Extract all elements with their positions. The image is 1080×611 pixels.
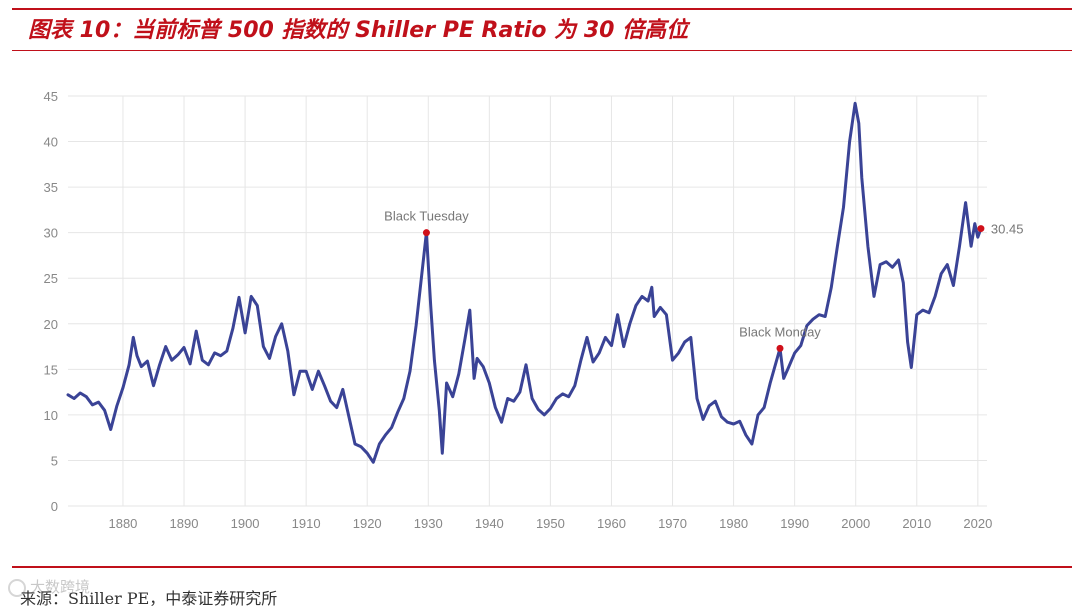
annotations: Black Tuesday Black Monday 30.45 (384, 209, 1023, 352)
series-line (66, 101, 983, 464)
annotation-label: Black Tuesday (384, 209, 469, 224)
grid-lines (68, 95, 987, 507)
x-tick-label: 2010 (902, 516, 931, 531)
x-tick-label: 1900 (231, 516, 260, 531)
series-line-group (66, 101, 983, 464)
y-tick-label: 40 (44, 135, 58, 150)
watermark: 大数跨境 (8, 576, 90, 597)
y-tick-labels: 0 5 10 15 20 25 30 35 40 45 (44, 89, 58, 514)
x-tick-label: 1910 (292, 516, 321, 531)
x-tick-label: 2000 (841, 516, 870, 531)
y-tick-label: 35 (44, 180, 58, 195)
source-note: 来源：Shiller PE，中泰证券研究所 (20, 589, 278, 608)
x-tick-label: 1950 (536, 516, 565, 531)
annotation-label: 30.45 (991, 222, 1024, 237)
x-tick-label: 1990 (780, 516, 809, 531)
watermark-logo-icon (8, 578, 26, 597)
x-tick-label: 1930 (414, 516, 443, 531)
y-tick-label: 5 (51, 453, 58, 468)
x-tick-label: 1940 (475, 516, 504, 531)
y-tick-label: 0 (51, 499, 58, 514)
chart-area: 0 5 10 15 20 25 30 35 40 45 1880 1890 1900 1910 1920 1… (12, 62, 1072, 562)
x-tick-label: 2020 (963, 516, 992, 531)
bottom-rule (12, 566, 1072, 568)
x-tick-label: 1920 (353, 516, 382, 531)
y-tick-label: 20 (44, 317, 58, 332)
annotation-point (977, 225, 985, 233)
y-tick-label: 25 (44, 271, 58, 286)
top-rule (12, 8, 1072, 10)
x-tick-label: 1960 (597, 516, 626, 531)
y-tick-label: 15 (44, 362, 58, 377)
y-tick-label: 10 (44, 408, 58, 423)
watermark-text: 大数跨境 (30, 578, 91, 596)
annotation-point (776, 344, 784, 352)
x-tick-label: 1980 (719, 516, 748, 531)
x-tick-label: 1890 (170, 516, 199, 531)
figure-title: 图表 10：当前标普 500 指数的 Shiller PE Ratio 为 30… (28, 18, 689, 43)
y-tick-label: 30 (44, 226, 58, 241)
title-rule (12, 50, 1072, 51)
y-tick-label: 45 (44, 89, 58, 104)
x-tick-label: 1970 (658, 516, 687, 531)
annotation-point (422, 229, 430, 237)
x-tick-labels: 1880 1890 1900 1910 1920 1930 1940 1950 1960 1970… (108, 516, 992, 531)
annotation-label: Black Monday (739, 324, 821, 339)
x-tick-label: 1880 (108, 516, 137, 531)
